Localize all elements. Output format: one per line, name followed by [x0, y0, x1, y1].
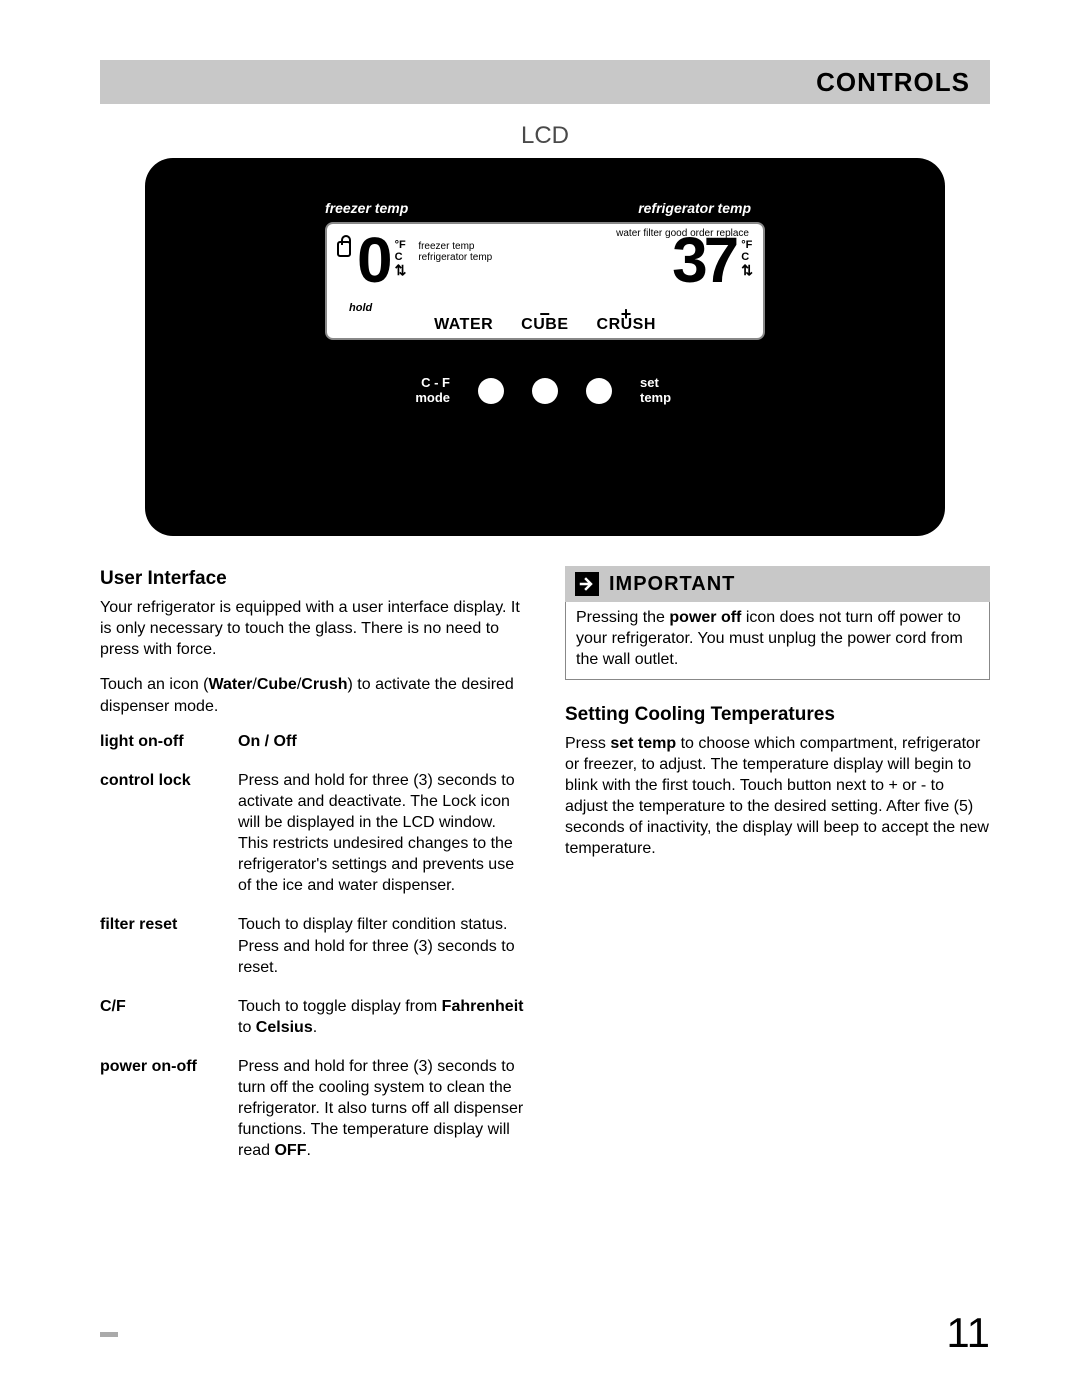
footer-rule: [100, 1332, 118, 1337]
section-header-bar: CONTROLS: [100, 60, 990, 104]
freezer-temp-value: 0: [357, 235, 389, 286]
user-interface-paragraph-2: Touch an icon (Water/Cube/Crush) to acti…: [100, 674, 525, 716]
user-interface-paragraph-1: Your refrigerator is equipped with a use…: [100, 597, 525, 660]
mid-labels: freezer temp refrigerator temp: [418, 241, 666, 263]
refrigerator-temp-value: 37: [672, 235, 735, 286]
lock-icon: [337, 241, 351, 257]
def-light: light on-off On / Off: [100, 731, 525, 752]
arrow-icon: [575, 572, 599, 596]
crush-mode[interactable]: CRUSH: [597, 316, 656, 334]
refrigerator-unit-column: °F C ⇅: [741, 239, 753, 279]
right-column: IMPORTANT Pressing the power off icon do…: [565, 566, 990, 1179]
left-column: User Interface Your refrigerator is equi…: [100, 566, 525, 1179]
center-button[interactable]: [532, 378, 558, 404]
bottom-button-row: C - F mode set temp: [406, 376, 684, 406]
cf-mode-button-label: C - F mode: [406, 376, 450, 406]
important-header: IMPORTANT: [565, 566, 990, 602]
def-control-lock: control lock Press and hold for three (3…: [100, 770, 525, 897]
lcd-inner: freezer temp refrigerator temp water fil…: [295, 200, 795, 340]
text-columns: User Interface Your refrigerator is equi…: [100, 566, 990, 1179]
freezer-temp-label: freezer temp: [325, 200, 408, 216]
digits-row: 0 °F C ⇅ freezer temp refrigerator temp …: [337, 235, 753, 305]
user-interface-heading: User Interface: [100, 566, 525, 591]
refrigerator-temp-label: refrigerator temp: [638, 200, 751, 216]
cf-mode-button[interactable]: [478, 378, 504, 404]
important-body: Pressing the power off icon does not tur…: [565, 602, 990, 679]
set-temp-button[interactable]: [586, 378, 612, 404]
freezer-unit-column: °F C ⇅: [395, 239, 407, 279]
temp-labels-row: freezer temp refrigerator temp: [295, 200, 795, 222]
page-number: 11: [946, 1309, 990, 1357]
lcd-display: water filter good order replace 0 °F C ⇅…: [325, 222, 765, 340]
lcd-panel: filter reset control lock power on-off l…: [145, 158, 945, 536]
set-temp-button-label: set temp: [640, 376, 684, 406]
cube-mode[interactable]: CUBE: [521, 316, 568, 334]
setting-temps-paragraph: Press set temp to choose which compartme…: [565, 733, 990, 860]
water-mode[interactable]: WATER: [434, 316, 493, 334]
dispense-mode-row: WATER CUBE CRUSH: [327, 316, 763, 334]
def-filter-reset: filter reset Touch to display filter con…: [100, 914, 525, 977]
setting-temps-heading: Setting Cooling Temperatures: [565, 702, 990, 727]
lcd-subtitle: LCD: [100, 122, 990, 150]
def-cf: C/F Touch to toggle display from Fahrenh…: [100, 996, 525, 1038]
hold-label: hold: [349, 302, 372, 314]
def-power: power on-off Press and hold for three (3…: [100, 1056, 525, 1162]
section-title: CONTROLS: [816, 67, 970, 98]
